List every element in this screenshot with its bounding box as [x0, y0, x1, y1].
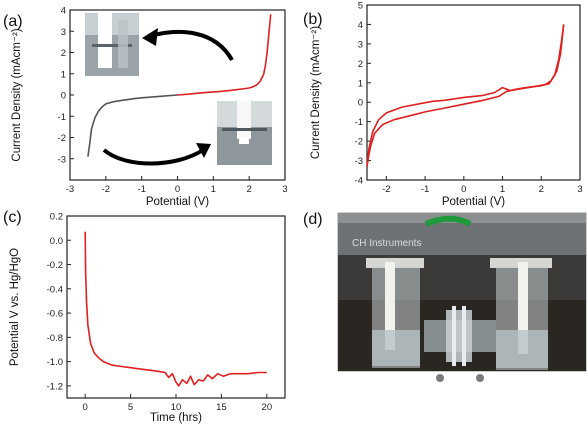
- x-tick-label-b-0: -2: [382, 184, 390, 195]
- y-tick-label-c-3: -0.4: [47, 284, 63, 295]
- y-tick-label-a-3: 0: [61, 91, 66, 102]
- inset-photo-top: [85, 13, 139, 76]
- x-tick-label-a-4: 1: [211, 184, 216, 195]
- x-tick-label-a-6: 3: [282, 184, 287, 195]
- y-tick-label-b-9: 5: [358, 1, 363, 12]
- x-axis-label-b: Potential (V): [442, 196, 505, 208]
- x-tick-label-c-4: 20: [262, 402, 273, 413]
- x-tick-label-c-2: 10: [171, 402, 182, 413]
- y-tick-label-a-5: 2: [61, 48, 66, 59]
- photo-electrochemical-cell: CH Instruments: [337, 212, 587, 382]
- series-line-c-0: [84, 231, 267, 387]
- x-tick-label-b-4: 2: [539, 184, 544, 195]
- chart-c: 0 5 10 15 20 0.2 0.0 -0.2 -0.4 -0.6 -0.8 -1.0 -1.2 Ti…: [9, 212, 286, 424]
- curved-arrow-upper: [142, 28, 234, 62]
- y-tick-label-c-4: -0.6: [47, 309, 63, 320]
- x-tick-label-a-5: 2: [247, 184, 252, 195]
- y-axis-label-c: Potential V vs. Hg/HgO: [9, 248, 21, 366]
- x-tick-label-c-3: 15: [216, 402, 227, 413]
- panel-label-d: (d): [303, 211, 323, 228]
- y-axis-label-b: Current Density (mAcm⁻²): [310, 26, 322, 159]
- y-tick-label-c-2: -0.2: [47, 260, 63, 271]
- plot-frame-b: [366, 4, 581, 181]
- inset-photo-bottom: [217, 101, 272, 165]
- y-tick-label-a-7: 4: [61, 6, 66, 17]
- x-tick-label-c-0: 0: [83, 402, 88, 413]
- y-tick-label-a-4: 1: [61, 69, 66, 80]
- y-tick-label-a-6: 3: [61, 27, 66, 38]
- x-tick-label-a-1: -2: [102, 184, 110, 195]
- y-tick-label-b-3: -1: [355, 117, 363, 128]
- y-tick-label-b-0: -4: [355, 176, 363, 187]
- y-tick-label-c-5: -0.8: [47, 333, 63, 344]
- x-axis-label-c: Time (hrs): [150, 412, 202, 424]
- y-tick-label-c-7: -1.2: [47, 381, 63, 392]
- y-tick-label-b-2: -2: [355, 137, 363, 148]
- x-tick-label-b-2: 0: [461, 184, 466, 195]
- y-tick-label-b-7: 3: [358, 39, 363, 50]
- x-tick-label-a-0: -3: [66, 184, 74, 195]
- y-tick-label-b-4: 0: [358, 98, 363, 109]
- y-tick-label-b-5: 1: [358, 78, 363, 89]
- panel-label-a: (a): [3, 13, 23, 30]
- chart-b: -2 -1 0 1 2 3 -4 -3 -2 -1 0 1 2 3 4 5 Potential (V) Curre…: [310, 1, 583, 209]
- panel-label-b: (b): [303, 11, 323, 28]
- y-tick-label-a-0: -3: [58, 154, 66, 165]
- series-line-a-1: [177, 14, 272, 96]
- x-tick-label-b-3: 1: [500, 184, 505, 195]
- series-line-b-0: [366, 24, 565, 167]
- series-line-b-1: [366, 24, 565, 167]
- y-axis-label-a: Current Density (mAcm⁻²): [11, 28, 23, 161]
- y-tick-label-c-0: 0.2: [50, 212, 63, 223]
- y-tick-label-a-1: -2: [58, 133, 66, 144]
- plot-frame-c: [66, 215, 286, 399]
- y-tick-label-c-1: 0.0: [50, 236, 63, 247]
- x-axis-label-a: Potential (V): [146, 196, 209, 208]
- curved-arrow-lower: [102, 143, 211, 166]
- x-tick-label-a-3: 0: [175, 184, 180, 195]
- y-tick-label-b-6: 2: [358, 59, 363, 70]
- y-tick-label-a-2: -1: [58, 112, 66, 123]
- instrument-label: CH Instruments: [352, 238, 421, 249]
- x-tick-label-b-5: 3: [577, 184, 582, 195]
- y-tick-label-c-6: -1.0: [47, 357, 63, 368]
- y-tick-label-b-1: -3: [355, 156, 363, 167]
- x-tick-label-c-1: 5: [128, 402, 133, 413]
- y-tick-label-b-8: 4: [358, 20, 363, 31]
- series-line-a-0: [87, 94, 178, 157]
- x-tick-label-b-1: -1: [421, 184, 429, 195]
- x-tick-label-a-2: -1: [137, 184, 145, 195]
- chart-a: -3 -2 -1 0 1 2 3 -3 -2 -1 0 1 2 3 4 Potential (V) Curren…: [11, 6, 288, 209]
- panel-label-c: (c): [3, 209, 22, 226]
